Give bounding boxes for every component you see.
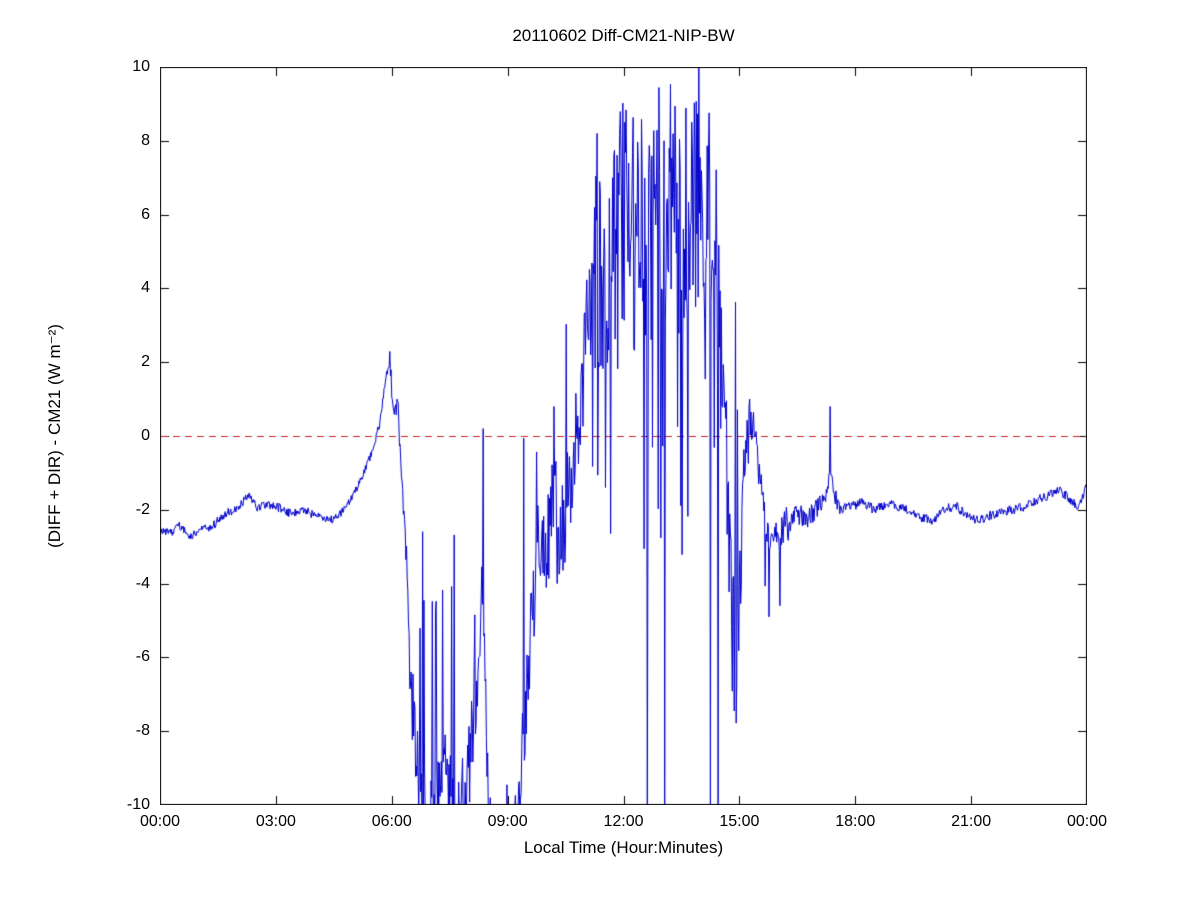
y-tick-label: 10 bbox=[132, 58, 150, 75]
x-tick-label: 09:00 bbox=[487, 813, 528, 830]
y-tick-label: 0 bbox=[141, 427, 150, 444]
y-tick-label: 8 bbox=[141, 131, 150, 149]
y-tick-label: -2 bbox=[135, 500, 150, 518]
y-tick-label: -6 bbox=[135, 648, 150, 666]
y-axis-label: (DIFF + DIR) - CM21 (W m⁻²) bbox=[45, 324, 64, 548]
x-tick-label: 00:00 bbox=[139, 813, 181, 830]
y-tick-label: 6 bbox=[141, 205, 150, 223]
x-tick-label: 15:00 bbox=[719, 813, 760, 830]
x-tick-label: 06:00 bbox=[371, 813, 412, 830]
plot-canvas bbox=[160, 67, 1087, 805]
x-tick-label: 21:00 bbox=[951, 813, 992, 830]
y-tick-label: 4 bbox=[141, 279, 150, 297]
y-tick-label: 2 bbox=[141, 353, 150, 371]
x-tick-label: 03:00 bbox=[255, 813, 296, 830]
x-axis-label: Local Time (Hour:Minutes) bbox=[523, 838, 724, 857]
x-tick-label: 18:00 bbox=[835, 813, 876, 830]
y-tick-label: -10 bbox=[126, 796, 150, 813]
x-tick-label: 12:00 bbox=[603, 813, 644, 830]
y-tick-label: -4 bbox=[135, 574, 150, 592]
chart-title: 20110602 Diff-CM21-NIP-BW bbox=[512, 26, 735, 45]
x-tick-label: 00:00 bbox=[1066, 813, 1108, 830]
y-tick-label: -8 bbox=[135, 722, 150, 740]
